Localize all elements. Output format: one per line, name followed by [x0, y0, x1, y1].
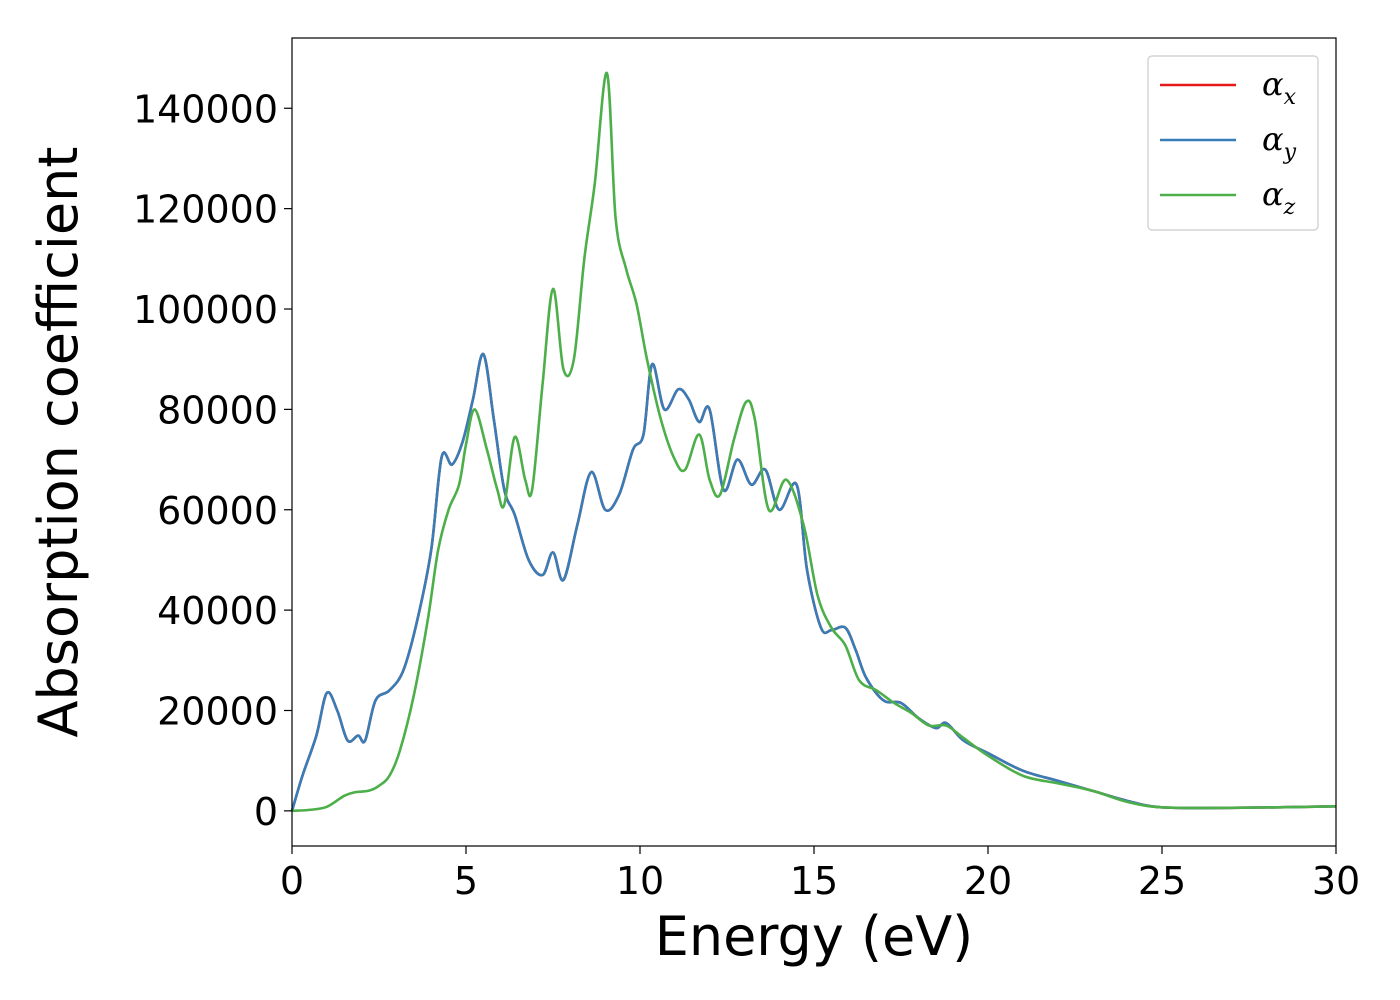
- x-tick-label: 15: [790, 859, 838, 903]
- y-axis: 0 20000 40000 60000 80000 100000 120000 140000: [133, 87, 292, 834]
- y-tick-label: 80000: [157, 388, 278, 432]
- y-tick-label: 20000: [157, 689, 278, 733]
- series-line-z: [291, 71, 1337, 813]
- series-line-y: [290, 352, 1337, 812]
- x-tick-label: 20: [964, 859, 1012, 903]
- x-axis-label: Energy (eV): [655, 905, 974, 968]
- legend-box: [1147, 55, 1319, 231]
- x-tick-label: 30: [1312, 859, 1360, 903]
- y-tick-label: 0: [254, 790, 278, 834]
- x-tick-label: 25: [1138, 859, 1186, 903]
- x-tick-label: 0: [280, 859, 304, 903]
- legend: αx αy αz: [1147, 55, 1319, 231]
- y-tick-label: 140000: [133, 87, 278, 131]
- x-tick-label: 5: [454, 859, 478, 903]
- y-tick-label: 120000: [133, 188, 278, 232]
- series-layer: [290, 71, 1337, 813]
- legend-label-z: αz: [1262, 175, 1296, 220]
- y-axis-label: Absorption coefficient: [27, 147, 90, 738]
- x-axis: 0 5 10 15 20 25 30: [280, 846, 1360, 903]
- legend-label-y: αy: [1262, 120, 1297, 165]
- y-tick-label: 100000: [133, 288, 278, 332]
- y-tick-label: 60000: [157, 489, 278, 533]
- legend-label-x: αx: [1262, 65, 1297, 110]
- x-tick-label: 10: [616, 859, 664, 903]
- y-tick-label: 40000: [157, 589, 278, 633]
